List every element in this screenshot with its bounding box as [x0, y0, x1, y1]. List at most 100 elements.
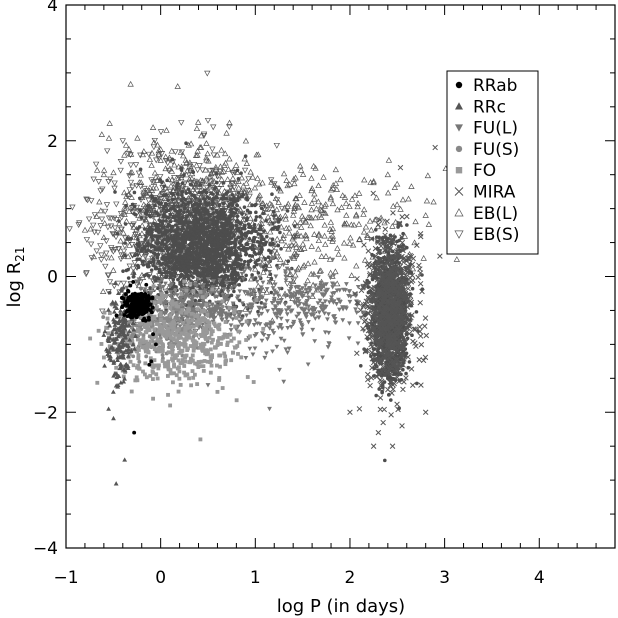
data-point-dense — [162, 184, 166, 189]
data-point-dense — [113, 190, 117, 194]
data-point-ebs — [110, 231, 118, 238]
data-point-ebl — [292, 271, 299, 278]
data-point-ebl — [341, 220, 348, 227]
data-point-ebs — [93, 248, 100, 255]
data-point-dense — [236, 176, 241, 181]
data-point-ebl — [227, 180, 234, 187]
data-point-ebs — [83, 270, 90, 276]
data-point-ebs — [290, 277, 297, 284]
data-point-dense — [278, 217, 282, 222]
data-point-ebs — [200, 131, 208, 138]
data-point-ebl — [297, 166, 305, 173]
data-point-dense — [156, 247, 160, 252]
data-point-ebl — [110, 169, 117, 176]
data-point-dense — [404, 371, 408, 376]
data-point-ebl — [348, 272, 355, 278]
data-point-dense — [247, 253, 252, 258]
data-point-dense — [149, 232, 154, 237]
data-point-dense — [270, 192, 274, 197]
data-point-dense — [161, 206, 166, 211]
data-point-dense — [184, 274, 188, 279]
data-point-dense — [254, 229, 258, 234]
data-point-dense — [205, 234, 210, 239]
data-point-dense — [232, 195, 236, 200]
data-point-dense — [189, 256, 194, 260]
data-point-dense — [217, 247, 222, 252]
data-point-dense — [125, 236, 130, 241]
data-point-dense — [170, 249, 175, 253]
data-point-dense — [233, 245, 237, 250]
data-point-ebl — [329, 225, 337, 232]
data-point-ebs — [204, 117, 212, 124]
data-point-dense — [195, 211, 200, 215]
data-point-dense — [123, 253, 127, 258]
data-point-dense — [149, 244, 154, 249]
data-point-ebl — [110, 267, 117, 273]
data-point-dense — [226, 221, 231, 225]
data-point-dense — [278, 230, 282, 235]
data-point-dense — [242, 205, 247, 209]
data-point-ebs — [87, 241, 95, 248]
data-point-ebs — [245, 176, 252, 183]
data-point-dense — [179, 268, 183, 273]
data-point-ebl — [263, 205, 271, 212]
data-point-ebs — [172, 149, 179, 156]
data-point-ebl — [233, 169, 241, 175]
data-point-ebl — [430, 198, 437, 205]
data-point-ebl — [218, 176, 225, 182]
data-point-dense — [197, 246, 201, 250]
data-point-dense — [191, 207, 196, 212]
data-point-dense — [236, 262, 240, 267]
data-point-dense — [163, 271, 167, 275]
data-point-ebs — [115, 280, 122, 287]
data-point-dense — [179, 272, 184, 277]
data-point-ebl — [335, 250, 342, 257]
data-point-dense — [254, 215, 259, 219]
data-point-dense — [232, 266, 237, 271]
data-point-ebl — [308, 206, 315, 213]
data-point-ebs — [208, 188, 215, 195]
data-point-dense — [230, 203, 235, 208]
data-point-dense — [165, 239, 169, 244]
data-point-ebl — [360, 206, 368, 213]
data-point-dense — [173, 255, 178, 260]
data-point-ebs — [90, 222, 97, 229]
data-point-ebl — [393, 201, 401, 208]
data-point-ebl — [408, 183, 415, 189]
data-point-dense — [222, 268, 227, 272]
data-point-ebl — [97, 207, 105, 214]
data-point-dense — [234, 254, 239, 259]
data-point-dense — [195, 261, 199, 265]
data-point-ebs — [156, 273, 163, 280]
data-point-dense — [200, 190, 204, 195]
data-point-ebl — [316, 267, 323, 274]
data-point-dense — [214, 255, 218, 260]
data-point-ebs — [230, 184, 238, 191]
data-point-ebs — [148, 177, 155, 184]
data-point-ebs — [145, 151, 153, 158]
data-point-ebl — [308, 243, 315, 249]
data-point-dense — [374, 235, 379, 239]
data-point-ebs — [175, 186, 182, 193]
data-point-dense — [137, 241, 141, 246]
data-point-ebl — [240, 215, 247, 222]
data-point-dense — [202, 233, 206, 238]
data-point-dense — [215, 249, 219, 254]
data-point-ebl — [313, 205, 320, 212]
data-point-ebs — [126, 173, 133, 180]
data-point-ebl — [121, 151, 128, 158]
data-point-dense — [173, 223, 178, 227]
data-point-dense — [236, 191, 241, 195]
data-point-dense — [234, 257, 239, 262]
data-point-ebs — [241, 167, 249, 174]
data-point-dense — [150, 227, 155, 232]
data-point-dense — [286, 259, 291, 263]
data-point-dense — [165, 178, 169, 183]
data-point-dense — [256, 309, 260, 314]
data-point-ebs — [110, 248, 117, 255]
data-point-dense — [201, 274, 206, 278]
data-point-ebl — [212, 163, 219, 170]
data-point-ebl — [100, 234, 108, 241]
data-point-dense — [147, 260, 152, 264]
